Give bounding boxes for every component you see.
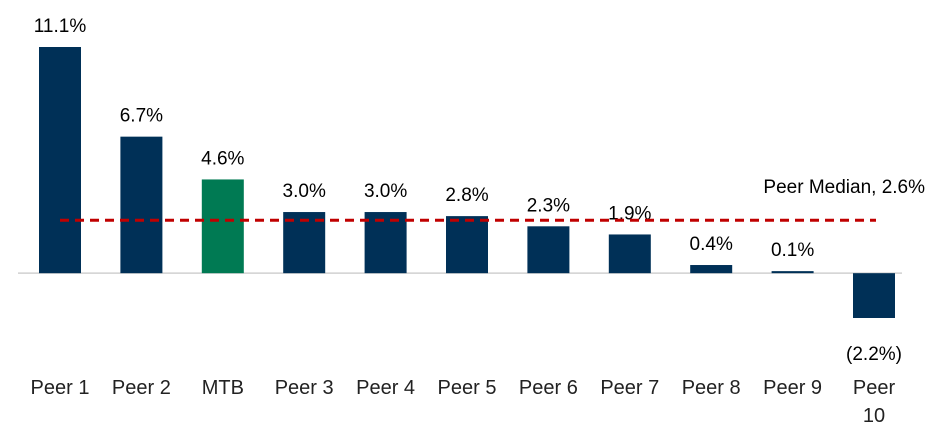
x-tick-label: MTB [201, 377, 244, 399]
value-label: 0.4% [690, 234, 733, 255]
value-label: 0.1% [771, 240, 814, 261]
bar [608, 234, 651, 274]
x-tick-label: Peer 6 [518, 377, 578, 399]
x-tick-label: Peer 8 [681, 377, 741, 399]
value-label: 4.6% [201, 148, 244, 169]
x-tick-label: Peer 2 [111, 377, 171, 399]
value-label: 3.0% [364, 181, 407, 202]
bar [690, 265, 733, 274]
bar [771, 271, 814, 274]
bar [446, 216, 488, 274]
value-label: 2.8% [445, 185, 488, 206]
x-tick-label: Peer 4 [356, 377, 416, 399]
bar [527, 226, 570, 274]
x-tick-label: Peer 9 [763, 377, 823, 399]
x-tick-label: Peer 10 [852, 377, 896, 427]
value-label: (2.2%) [846, 344, 902, 365]
value-label: 2.3% [527, 195, 570, 216]
bar [201, 179, 244, 274]
x-tick-label: Peer 1 [30, 377, 90, 399]
bar [364, 212, 407, 274]
x-tick-label: Peer 3 [274, 377, 334, 399]
bar [120, 136, 163, 274]
bar [39, 47, 81, 274]
value-label: 6.7% [120, 106, 163, 127]
value-label: 3.0% [283, 181, 326, 202]
bar [853, 273, 895, 318]
x-tick-label: Peer 7 [600, 377, 660, 399]
median-label: Peer Median, 2.6% [763, 177, 925, 198]
x-tick-label: Peer 5 [437, 377, 497, 399]
bar [283, 212, 326, 274]
value-label: 11.1% [34, 16, 87, 37]
